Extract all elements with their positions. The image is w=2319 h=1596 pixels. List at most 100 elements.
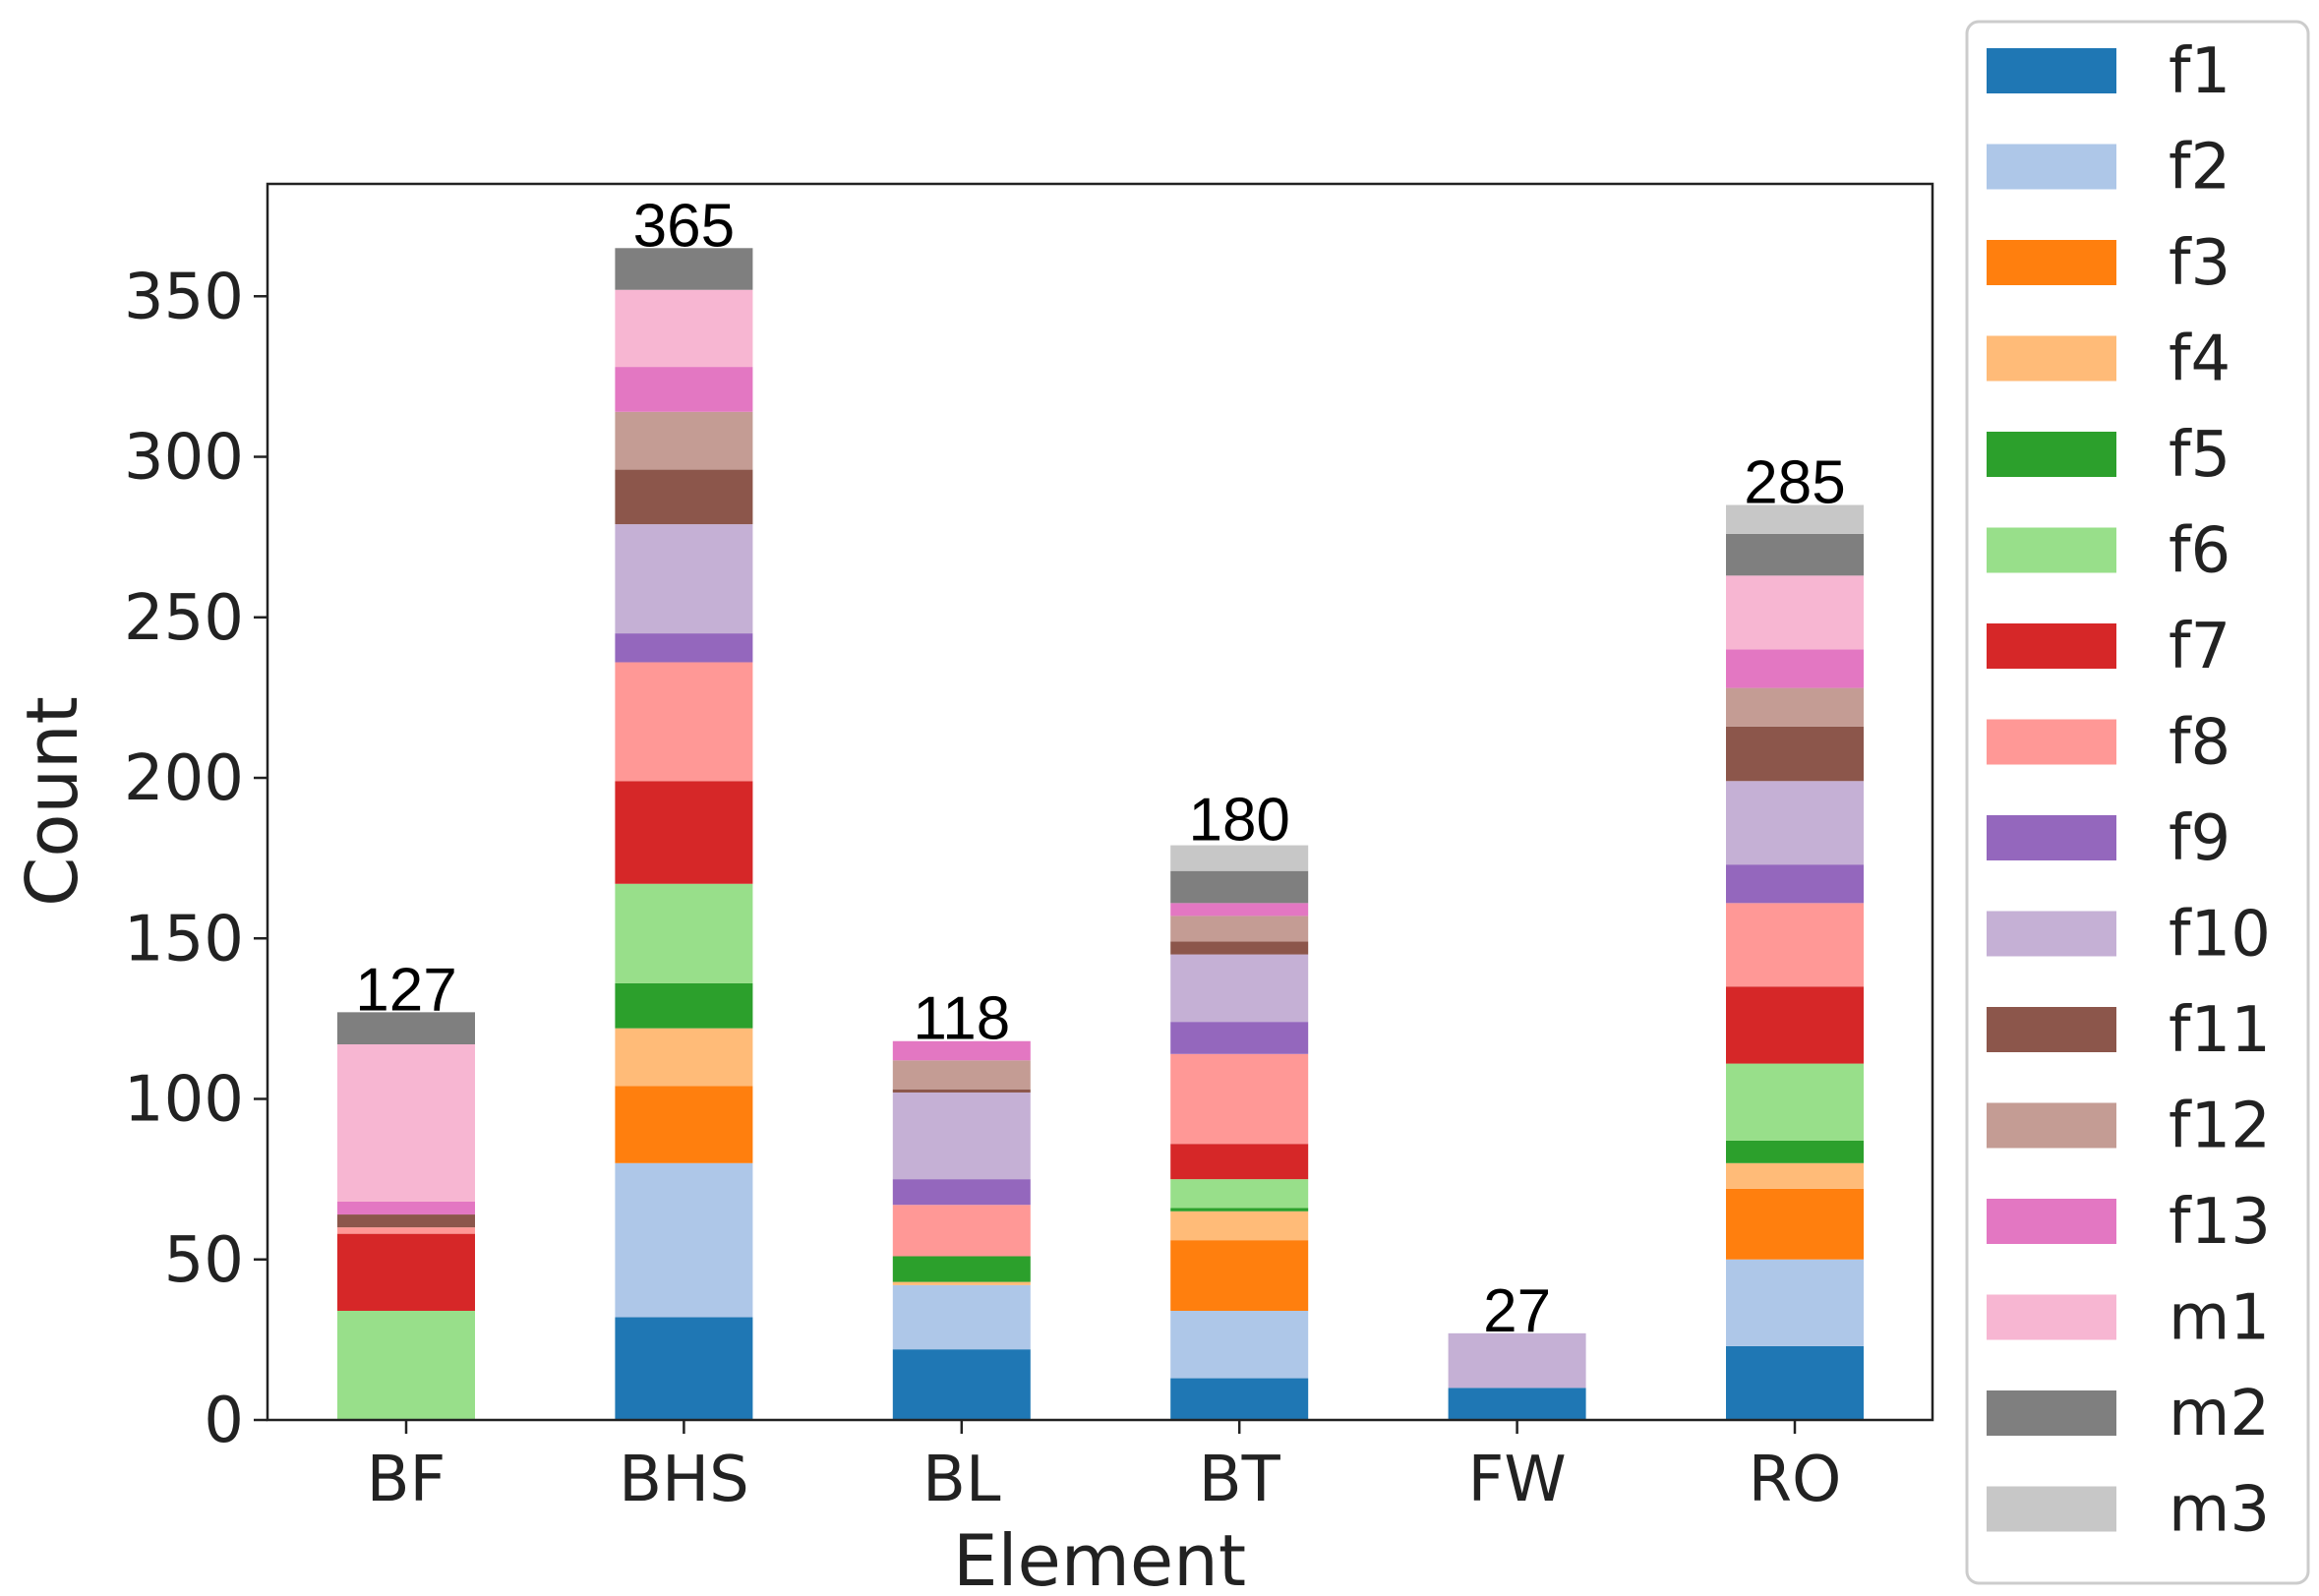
y-tick-label: 150 bbox=[124, 903, 244, 975]
x-tick-label: FW bbox=[1468, 1444, 1567, 1516]
bar-segment-bt-f1 bbox=[1170, 1378, 1309, 1420]
bar-segment-fw-f10 bbox=[1448, 1332, 1586, 1389]
bar-segment-ro-f9 bbox=[1726, 864, 1864, 904]
bar-segment-bhs-f5 bbox=[615, 982, 753, 1029]
bar-segment-bl-f11 bbox=[892, 1089, 1031, 1093]
bar-segment-bf-m1 bbox=[337, 1044, 475, 1202]
bar-segment-ro-m1 bbox=[1726, 575, 1864, 650]
x-tick-label: BL bbox=[922, 1444, 1001, 1516]
bar-segment-bt-f12 bbox=[1170, 916, 1309, 942]
bar-segment-bhs-f10 bbox=[615, 524, 753, 634]
bar-segment-bl-f10 bbox=[892, 1092, 1031, 1180]
y-tick-label: 100 bbox=[124, 1064, 244, 1137]
bar-segment-fw-f1 bbox=[1448, 1388, 1586, 1420]
bar-segment-bl-f1 bbox=[892, 1349, 1031, 1420]
bar-segment-bhs-f11 bbox=[615, 469, 753, 525]
total-label-bt: 180 bbox=[1188, 786, 1289, 854]
bar-segment-bl-f4 bbox=[892, 1281, 1031, 1285]
legend-label-m3: m3 bbox=[2169, 1474, 2270, 1547]
legend-swatch-f10 bbox=[1987, 911, 2116, 957]
bar-segment-bhs-m2 bbox=[615, 248, 753, 290]
bar-segment-ro-f7 bbox=[1726, 986, 1864, 1064]
bar-segment-bf-f7 bbox=[337, 1233, 475, 1311]
bar-segment-bt-f4 bbox=[1170, 1211, 1309, 1241]
legend-swatch-f2 bbox=[1987, 144, 2116, 190]
bar-segment-bl-f2 bbox=[892, 1284, 1031, 1350]
bar-segment-bhs-f13 bbox=[615, 367, 753, 412]
bar-segment-ro-f3 bbox=[1726, 1188, 1864, 1260]
y-tick-label: 250 bbox=[124, 582, 244, 655]
plot-area-frame bbox=[266, 182, 1934, 1422]
bar-segment-ro-f13 bbox=[1726, 649, 1864, 688]
y-tick-label: 0 bbox=[204, 1385, 244, 1457]
bar-segment-bhs-f4 bbox=[615, 1028, 753, 1087]
bar-segment-ro-f2 bbox=[1726, 1259, 1864, 1346]
legend-swatch-f13 bbox=[1987, 1199, 2116, 1244]
bar-segment-ro-f8 bbox=[1726, 903, 1864, 987]
legend-swatch-m1 bbox=[1987, 1294, 2116, 1340]
total-label-fw: 27 bbox=[1483, 1277, 1551, 1345]
bar-segment-bt-f11 bbox=[1170, 941, 1309, 955]
legend-label-f9: f9 bbox=[2169, 802, 2230, 875]
legend-label-f10: f10 bbox=[2169, 899, 2271, 972]
bar-segment-bhs-f8 bbox=[615, 662, 753, 782]
bar-segment-bl-f9 bbox=[892, 1179, 1031, 1206]
legend-swatch-m2 bbox=[1987, 1390, 2116, 1436]
bar-segment-bhs-f3 bbox=[615, 1086, 753, 1163]
bar-segment-ro-f4 bbox=[1726, 1162, 1864, 1189]
legend-label-f5: f5 bbox=[2169, 419, 2230, 492]
legend-swatch-f6 bbox=[1987, 527, 2116, 573]
total-labels: 127 365 118 180 27 285 bbox=[355, 192, 1845, 1345]
bar-segment-bl-f12 bbox=[892, 1060, 1031, 1090]
legend-label-f6: f6 bbox=[2169, 515, 2230, 588]
y-tick-label: 200 bbox=[124, 742, 244, 815]
x-axis-title: Element bbox=[953, 1519, 1246, 1596]
legend-swatch-f8 bbox=[1987, 719, 2116, 765]
bar-segment-bhs-f6 bbox=[615, 883, 753, 983]
bar-segment-bf-f11 bbox=[337, 1214, 475, 1228]
bar-segment-ro-m3 bbox=[1726, 504, 1864, 534]
legend-label-f8: f8 bbox=[2169, 707, 2230, 780]
y-axis-title: Count bbox=[11, 696, 93, 907]
bar-segment-ro-f1 bbox=[1726, 1345, 1864, 1420]
x-axis: BF BHS BL BT FW RO bbox=[367, 1420, 1842, 1516]
legend-label-f11: f11 bbox=[2169, 994, 2271, 1067]
bar-segment-bf-f13 bbox=[337, 1201, 475, 1215]
y-axis: 0 50 100 150 200 250 300 350 bbox=[124, 261, 268, 1457]
bar-segment-ro-f12 bbox=[1726, 687, 1864, 727]
legend-label-f2: f2 bbox=[2169, 132, 2230, 205]
x-tick-label: BHS bbox=[619, 1444, 749, 1516]
bar-segment-ro-m2 bbox=[1726, 533, 1864, 576]
bar-segment-bf-f8 bbox=[337, 1227, 475, 1234]
bar-segment-bt-f6 bbox=[1170, 1179, 1309, 1209]
x-tick-label: BT bbox=[1199, 1444, 1281, 1516]
legend-swatch-f4 bbox=[1987, 335, 2116, 382]
legend-label-m2: m2 bbox=[2169, 1378, 2270, 1450]
x-tick-label: RO bbox=[1749, 1444, 1842, 1516]
total-label-ro: 285 bbox=[1744, 448, 1845, 516]
x-tick-label: BF bbox=[367, 1444, 446, 1516]
bar-segment-bt-f9 bbox=[1170, 1022, 1309, 1054]
total-label-bl: 118 bbox=[913, 985, 1010, 1053]
bar-segment-ro-f10 bbox=[1726, 781, 1864, 865]
legend-swatch-f5 bbox=[1987, 432, 2116, 477]
legend-swatch-f12 bbox=[1987, 1102, 2116, 1149]
bar-segment-bt-m2 bbox=[1170, 870, 1309, 904]
y-tick-label: 350 bbox=[124, 261, 244, 333]
bar-segment-bhs-m1 bbox=[615, 289, 753, 368]
bar-segment-bt-m3 bbox=[1170, 845, 1309, 871]
legend-swatch-m3 bbox=[1987, 1486, 2116, 1532]
bar-segment-bt-f8 bbox=[1170, 1053, 1309, 1145]
legend-frame bbox=[1965, 20, 2310, 1585]
total-label-bhs: 365 bbox=[633, 192, 735, 260]
legend-label-f1: f1 bbox=[2169, 35, 2230, 108]
legend-label-m1: m1 bbox=[2169, 1282, 2270, 1355]
legend: f1 f2 f3 f4 f5 f6 f7 f8 f9 f10 f11 f12 f13 m1 m2 m3 bbox=[1965, 20, 2310, 1585]
bar-segment-bt-f5 bbox=[1170, 1208, 1309, 1212]
bar-segment-ro-f5 bbox=[1726, 1140, 1864, 1163]
bar-segment-bhs-f7 bbox=[615, 781, 753, 884]
bar-segment-bf-m2 bbox=[337, 1012, 475, 1045]
legend-swatch-f1 bbox=[1987, 48, 2116, 93]
bar-segment-bl-f5 bbox=[892, 1256, 1031, 1282]
bar-segment-bhs-f9 bbox=[615, 633, 753, 663]
